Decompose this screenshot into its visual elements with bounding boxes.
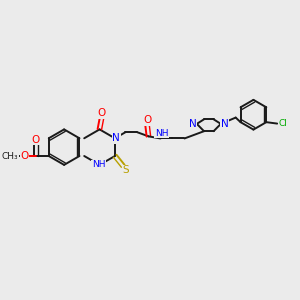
Text: O: O — [21, 151, 29, 161]
Text: NH: NH — [155, 129, 168, 138]
Text: NH: NH — [92, 160, 105, 169]
Text: S: S — [122, 165, 129, 175]
Text: Cl: Cl — [278, 119, 287, 128]
Text: N: N — [189, 119, 197, 129]
Text: N: N — [112, 133, 120, 143]
Text: N: N — [221, 119, 229, 129]
Text: O: O — [32, 135, 40, 145]
Text: O: O — [143, 115, 151, 125]
Text: O: O — [98, 108, 106, 118]
Text: CH₃: CH₃ — [2, 152, 18, 160]
